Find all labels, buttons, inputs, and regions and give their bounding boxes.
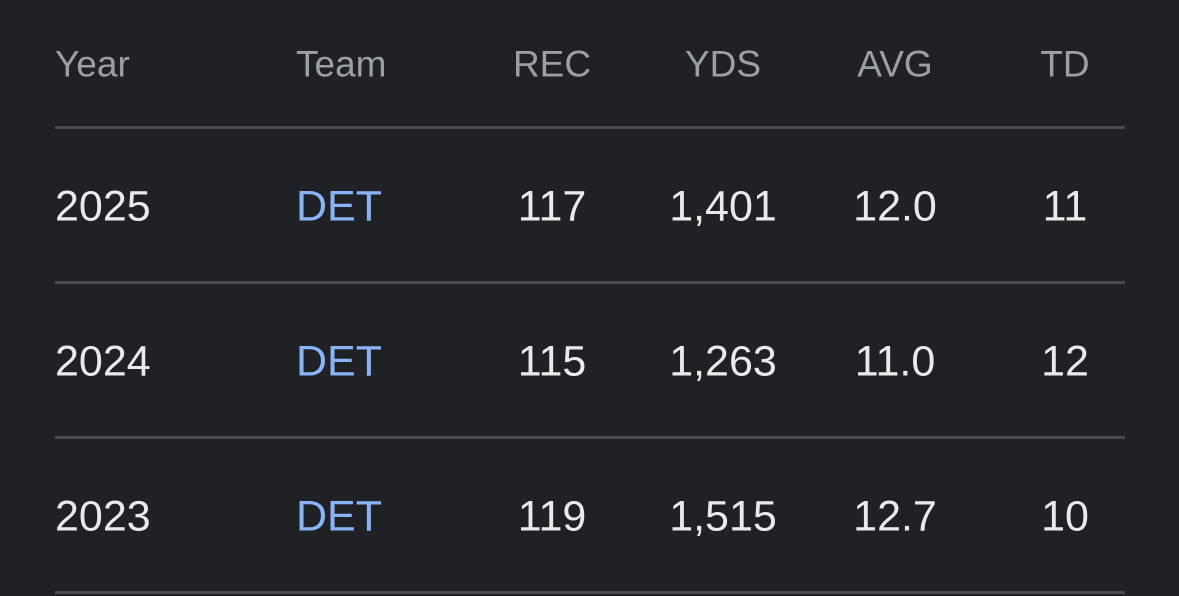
yds-cell: 1,401 [669,182,777,231]
header-rec: REC [512,43,592,85]
rec-cell: 115 [517,337,587,386]
row-divider [55,126,1125,129]
header-td: TD [1040,43,1090,85]
td-cell: 11 [1042,182,1088,231]
row-divider [55,436,1125,439]
year-cell: 2023 [55,492,151,541]
team-link[interactable]: DET [296,492,382,541]
row-divider [55,281,1125,284]
header-team: Team [296,43,387,85]
td-cell: 12 [1041,337,1089,386]
header-yds: YDS [684,43,762,85]
header-year: Year [55,43,130,85]
team-link[interactable]: DET [296,337,382,386]
yds-cell: 1,515 [669,492,777,541]
year-cell: 2024 [55,337,151,386]
rec-cell: 117 [517,182,587,231]
year-cell: 2025 [55,182,151,231]
header-avg: AVG [857,43,933,85]
avg-cell: 12.7 [853,492,937,541]
rec-cell: 119 [517,492,587,541]
avg-cell: 12.0 [853,182,937,231]
avg-cell: 11.0 [854,337,936,386]
team-link[interactable]: DET [296,182,382,231]
row-divider [55,591,1125,594]
yds-cell: 1,263 [669,337,777,386]
td-cell: 10 [1041,492,1089,541]
